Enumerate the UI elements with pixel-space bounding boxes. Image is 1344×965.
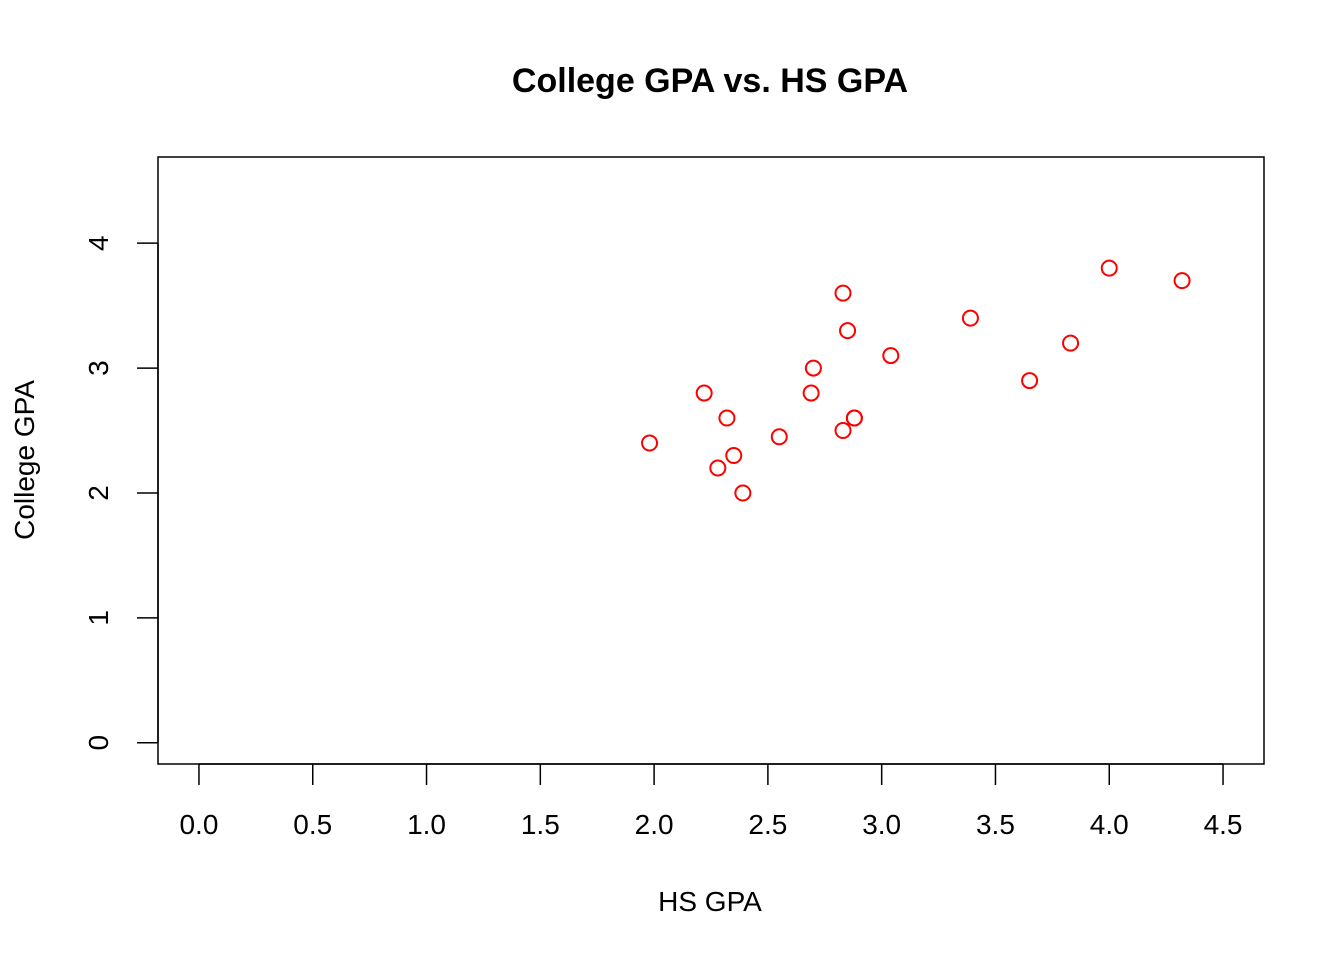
y-axis: 0 1 2 3 4 xyxy=(83,235,159,751)
data-point xyxy=(1062,334,1080,352)
data-point xyxy=(725,447,743,465)
plot-frame xyxy=(157,156,1265,765)
x-tick-label: 2.0 xyxy=(635,809,674,840)
data-point xyxy=(839,322,857,340)
data-point xyxy=(961,309,979,327)
x-tick-label: 4.5 xyxy=(1204,809,1243,840)
data-point xyxy=(695,384,713,402)
y-tick-label: 3 xyxy=(83,360,114,376)
data-point xyxy=(641,434,659,452)
x-tick-label: 0.0 xyxy=(179,809,218,840)
x-tick-label: 3.0 xyxy=(862,809,901,840)
data-point xyxy=(1173,272,1191,290)
x-axis-label: HS GPA xyxy=(658,886,762,917)
y-axis-label: College GPA xyxy=(9,380,40,540)
data-point xyxy=(802,384,820,402)
data-point xyxy=(770,428,788,446)
x-axis: 0.0 0.5 1.0 1.5 2.0 2.5 3.0 3.5 4.0 4.5 xyxy=(179,763,1243,840)
data-point xyxy=(1100,259,1118,277)
y-tick-label: 1 xyxy=(83,610,114,626)
y-tick-label: 0 xyxy=(83,735,114,751)
data-point xyxy=(734,484,752,502)
y-tick-label: 4 xyxy=(83,235,114,251)
data-point xyxy=(845,409,863,427)
data-point xyxy=(834,284,852,302)
data-point xyxy=(1021,372,1039,390)
data-points xyxy=(641,259,1191,502)
x-tick-label: 2.5 xyxy=(748,809,787,840)
data-point xyxy=(834,422,852,440)
chart-title: College GPA vs. HS GPA xyxy=(512,62,908,100)
y-tick-label: 2 xyxy=(83,485,114,501)
data-point xyxy=(882,347,900,365)
data-point xyxy=(804,359,822,377)
x-tick-label: 1.5 xyxy=(521,809,560,840)
data-point xyxy=(718,409,736,427)
x-tick-label: 4.0 xyxy=(1090,809,1129,840)
x-tick-label: 0.5 xyxy=(293,809,332,840)
data-point xyxy=(709,459,727,477)
x-tick-label: 1.0 xyxy=(407,809,446,840)
x-tick-label: 3.5 xyxy=(976,809,1015,840)
